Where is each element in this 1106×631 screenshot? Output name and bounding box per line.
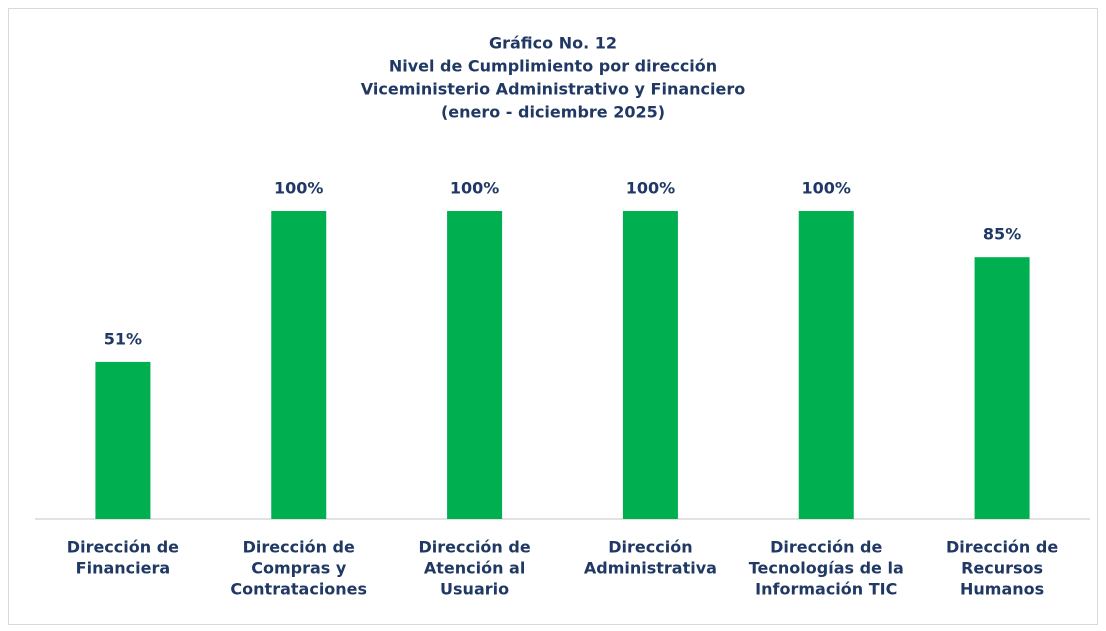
x-tick-label: Humanos bbox=[960, 580, 1044, 599]
x-tick-label: Administrativa bbox=[584, 559, 717, 578]
x-tick-label: Tecnologías de la bbox=[749, 559, 904, 578]
bar bbox=[798, 211, 854, 519]
value-label: 100% bbox=[450, 179, 499, 198]
value-label: 85% bbox=[983, 225, 1021, 244]
chart-subtitle: Nivel de Cumplimiento por dirección bbox=[389, 57, 717, 76]
x-tick-label: Dirección bbox=[608, 538, 692, 557]
x-tick-label: Atención al bbox=[424, 559, 525, 578]
x-tick-label: Usuario bbox=[440, 580, 509, 599]
value-label: 100% bbox=[802, 179, 851, 198]
bar bbox=[974, 257, 1030, 519]
x-tick-label: Recursos bbox=[961, 559, 1043, 578]
x-tick-label: Dirección de bbox=[243, 538, 355, 557]
chart-subtitle: (enero - diciembre 2025) bbox=[441, 103, 665, 122]
x-tick-label: Dirección de bbox=[770, 538, 882, 557]
x-tick-label: Dirección de bbox=[946, 538, 1058, 557]
x-tick-label: Contrataciones bbox=[230, 580, 367, 599]
value-label: 100% bbox=[626, 179, 675, 198]
value-label: 100% bbox=[274, 179, 323, 198]
x-tick-label: Dirección de bbox=[67, 538, 179, 557]
chart-frame bbox=[8, 8, 1098, 625]
bar bbox=[622, 211, 678, 519]
bar bbox=[95, 361, 151, 519]
x-tick-label: Compras y bbox=[251, 559, 347, 578]
x-tick-label: Financiera bbox=[76, 559, 171, 578]
chart-title: Gráfico No. 12 bbox=[489, 34, 617, 53]
bar bbox=[447, 211, 503, 519]
value-label: 51% bbox=[104, 329, 142, 348]
bar bbox=[271, 211, 327, 519]
x-tick-label: Dirección de bbox=[418, 538, 530, 557]
chart-subtitle: Viceministerio Administrativo y Financie… bbox=[361, 80, 745, 99]
x-tick-label: Información TIC bbox=[755, 580, 897, 599]
